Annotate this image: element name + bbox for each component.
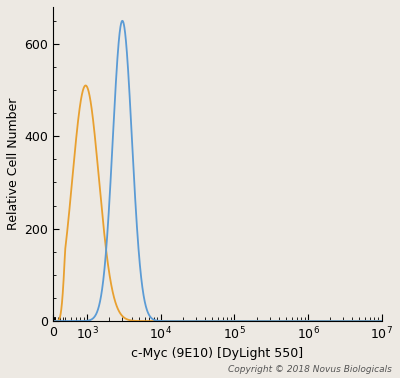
X-axis label: c-Myc (9E10) [DyLight 550]: c-Myc (9E10) [DyLight 550] — [131, 347, 303, 360]
Y-axis label: Relative Cell Number: Relative Cell Number — [7, 98, 20, 230]
Text: Copyright © 2018 Novus Biologicals: Copyright © 2018 Novus Biologicals — [228, 365, 392, 374]
